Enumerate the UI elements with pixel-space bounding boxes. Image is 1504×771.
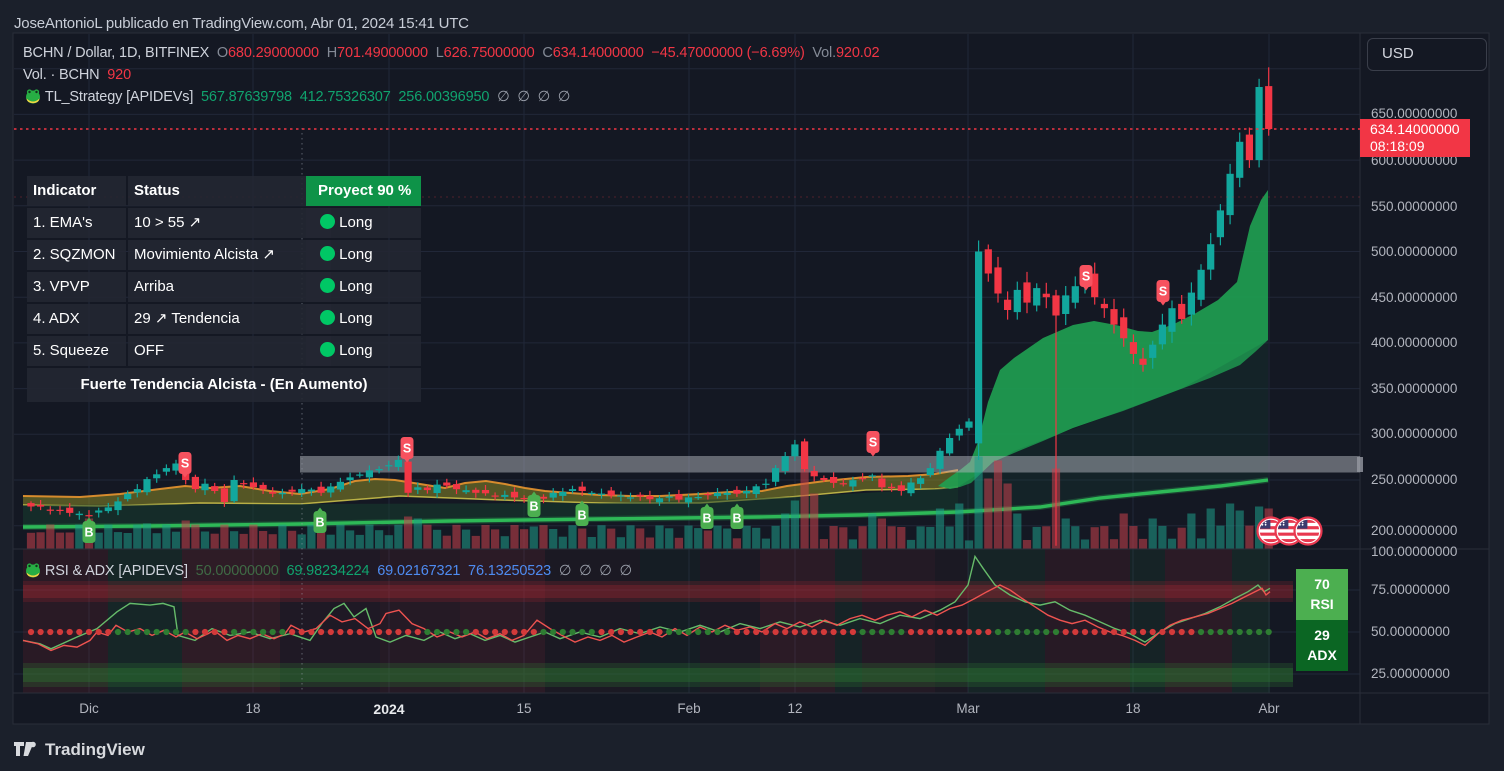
svg-text:B: B: [315, 516, 324, 530]
svg-text:S: S: [1082, 270, 1090, 284]
svg-text:B: B: [702, 512, 711, 526]
svg-text:B: B: [84, 526, 93, 540]
svg-text:B: B: [529, 500, 538, 514]
svg-text:S: S: [869, 436, 877, 450]
svg-text:B: B: [732, 512, 741, 526]
svg-text:S: S: [181, 457, 189, 471]
svg-text:B: B: [577, 509, 586, 523]
svg-text:S: S: [403, 442, 411, 456]
svg-text:S: S: [1159, 285, 1167, 299]
